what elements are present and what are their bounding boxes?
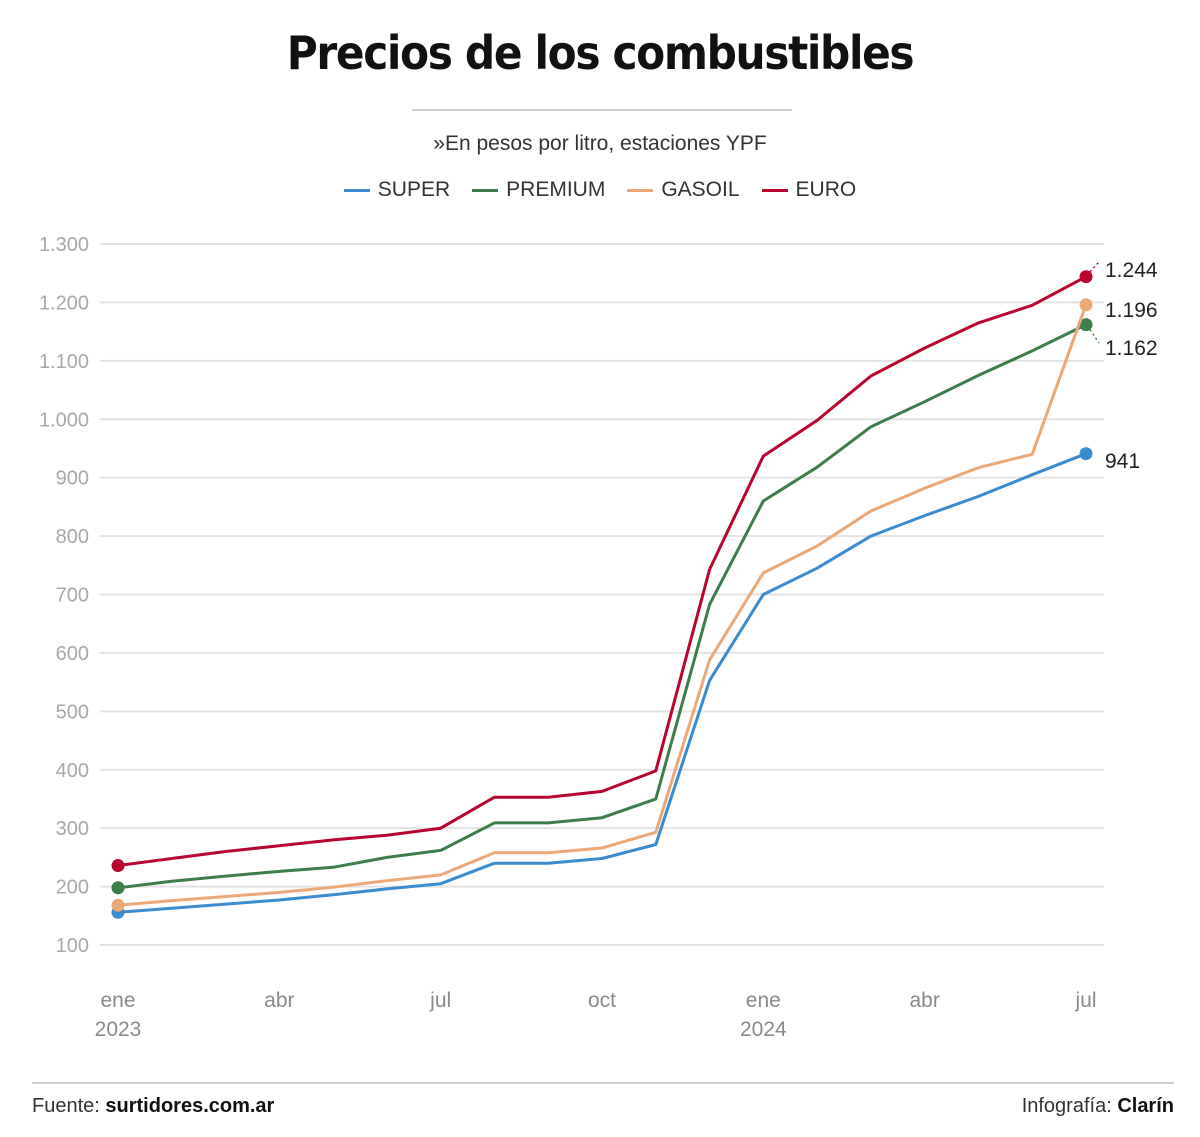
- legend-label: EURO: [795, 178, 857, 201]
- source-link[interactable]: surtidores.com.ar: [105, 1095, 275, 1117]
- series-lines: [111, 270, 1093, 919]
- x-tick-label: ene: [746, 989, 781, 1012]
- end-point-premium: [1079, 318, 1093, 332]
- legend-swatch: [343, 188, 370, 192]
- credit-brand: Clarín: [1117, 1095, 1174, 1117]
- x-tick-label: oct: [588, 989, 616, 1012]
- end-point-gasoil: [1079, 298, 1093, 312]
- y-tick-label: 900: [56, 468, 89, 490]
- legend-label: GASOIL: [661, 178, 740, 201]
- legend-swatch: [761, 188, 788, 192]
- chart-title: Precios de los combustibles: [286, 26, 915, 80]
- series-line-super: [117, 452, 1087, 914]
- title-divider: [412, 109, 792, 111]
- y-tick-label: 1.300: [39, 234, 89, 256]
- x-tick-year-label: 2024: [740, 1018, 787, 1041]
- start-point-gasoil: [111, 898, 125, 912]
- legend-swatch: [627, 188, 654, 192]
- x-tick-year-label: 2023: [95, 1018, 142, 1041]
- chart-subtitle: »En pesos por litro, estaciones YPF: [433, 132, 767, 155]
- legend-label: PREMIUM: [506, 178, 606, 201]
- x-tick-label: ene: [100, 989, 135, 1012]
- end-label-euro: 1.244: [1105, 259, 1158, 282]
- end-labels: 941 1.162 1.196 1.244: [1089, 259, 1158, 473]
- x-tick-label: jul: [1074, 989, 1096, 1012]
- series-line-premium: [117, 323, 1087, 890]
- credit-note: Infografía: Clarín: [1022, 1095, 1174, 1118]
- y-tick-label: 800: [56, 526, 89, 548]
- y-tick-label: 1.200: [39, 292, 89, 314]
- series-line-gasoil: [117, 304, 1088, 907]
- x-tick-label: abr: [264, 989, 294, 1012]
- source-note: Fuente: surtidores.com.ar: [32, 1095, 274, 1118]
- start-point-euro: [111, 859, 125, 873]
- gridlines: [100, 243, 1104, 946]
- legend-item-euro: EURO: [761, 178, 857, 202]
- leader-line-euro: [1089, 261, 1100, 273]
- legend: SUPER PREMIUM GASOIL EURO: [0, 178, 1200, 202]
- end-label-gasoil: 1.196: [1105, 299, 1158, 322]
- y-tick-label: 300: [56, 818, 89, 840]
- leader-line-premium: [1089, 329, 1100, 344]
- legend-item-premium: PREMIUM: [472, 178, 605, 202]
- x-tick-label: jul: [429, 989, 451, 1012]
- footer-divider: [32, 1082, 1174, 1084]
- x-tick-label: abr: [909, 989, 939, 1012]
- credit-label: Infografía:: [1021, 1095, 1112, 1117]
- legend-label: SUPER: [377, 178, 451, 201]
- y-axis: 100 200 300 400 500 600 700 800 900 1.000 1.100 1.2…: [39, 234, 89, 957]
- source-label: Fuente:: [32, 1095, 100, 1117]
- x-axis: ene 2023 abr jul oct ene 2024 abr jul: [95, 989, 1097, 1041]
- legend-swatch: [472, 188, 499, 192]
- legend-item-gasoil: GASOIL: [627, 178, 740, 202]
- y-tick-label: 1.000: [39, 409, 89, 431]
- end-label-super: 941: [1105, 450, 1140, 473]
- y-tick-label: 400: [56, 760, 89, 782]
- series-line-euro: [117, 275, 1087, 868]
- y-tick-label: 100: [56, 935, 89, 957]
- legend-item-super: SUPER: [343, 178, 451, 202]
- y-tick-label: 600: [56, 643, 89, 665]
- end-label-premium: 1.162: [1105, 337, 1158, 360]
- y-tick-label: 1.100: [39, 351, 89, 373]
- y-tick-label: 500: [56, 701, 89, 723]
- y-tick-label: 700: [56, 585, 89, 607]
- start-point-premium: [111, 881, 125, 895]
- y-tick-label: 200: [56, 877, 89, 899]
- end-point-super: [1079, 447, 1093, 461]
- end-point-euro: [1079, 270, 1093, 284]
